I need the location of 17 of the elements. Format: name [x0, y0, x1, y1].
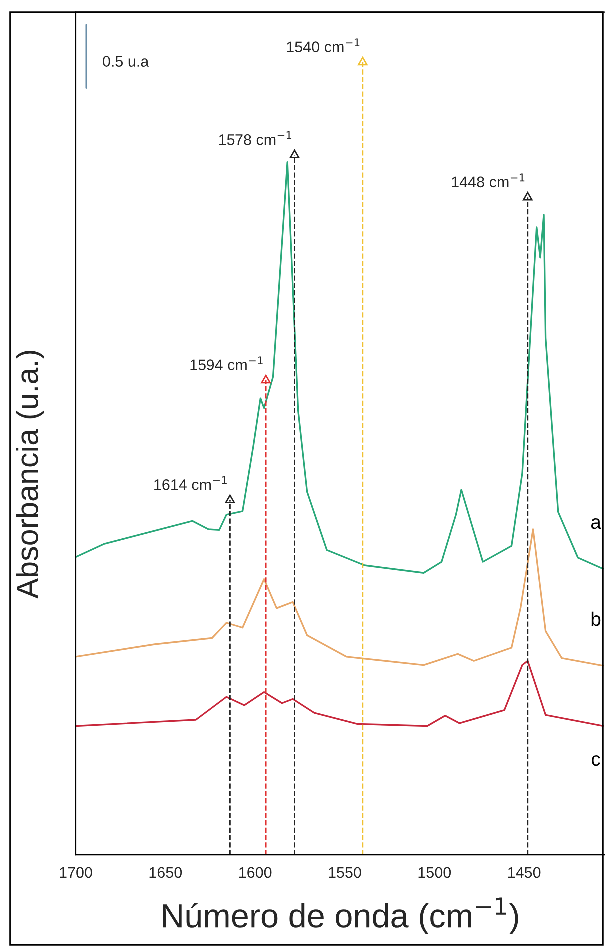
annotation: 1594 cm$^{−1}$ — [190, 356, 263, 370]
annotation: 1540 cm$^{−1}$ — [287, 38, 360, 52]
series-label: c — [592, 755, 600, 766]
x-tick-label: 1700 — [60, 867, 92, 878]
x-tick-label: 1550 — [329, 867, 362, 878]
x-tick-label: 1450 — [508, 867, 541, 878]
annotation: 1578 cm$^{−1}$ — [219, 132, 292, 146]
x-tick-label: 1600 — [239, 867, 272, 878]
text: 0.5 u.a — [103, 56, 150, 67]
x-tick-label: 1650 — [150, 867, 182, 878]
annotation: 1614 cm$^{−1}$ — [154, 476, 227, 490]
series-label: b — [592, 612, 601, 626]
x-tick-label: 1500 — [418, 867, 452, 878]
annotation: 1448 cm$^{−1}$ — [452, 174, 525, 188]
y-axis-title: Absorbancia (u.a.) — [16, 351, 44, 599]
series-label: a — [591, 518, 602, 530]
x-axis-title: Número de onda (cm$^{−1}$) — [163, 898, 518, 934]
